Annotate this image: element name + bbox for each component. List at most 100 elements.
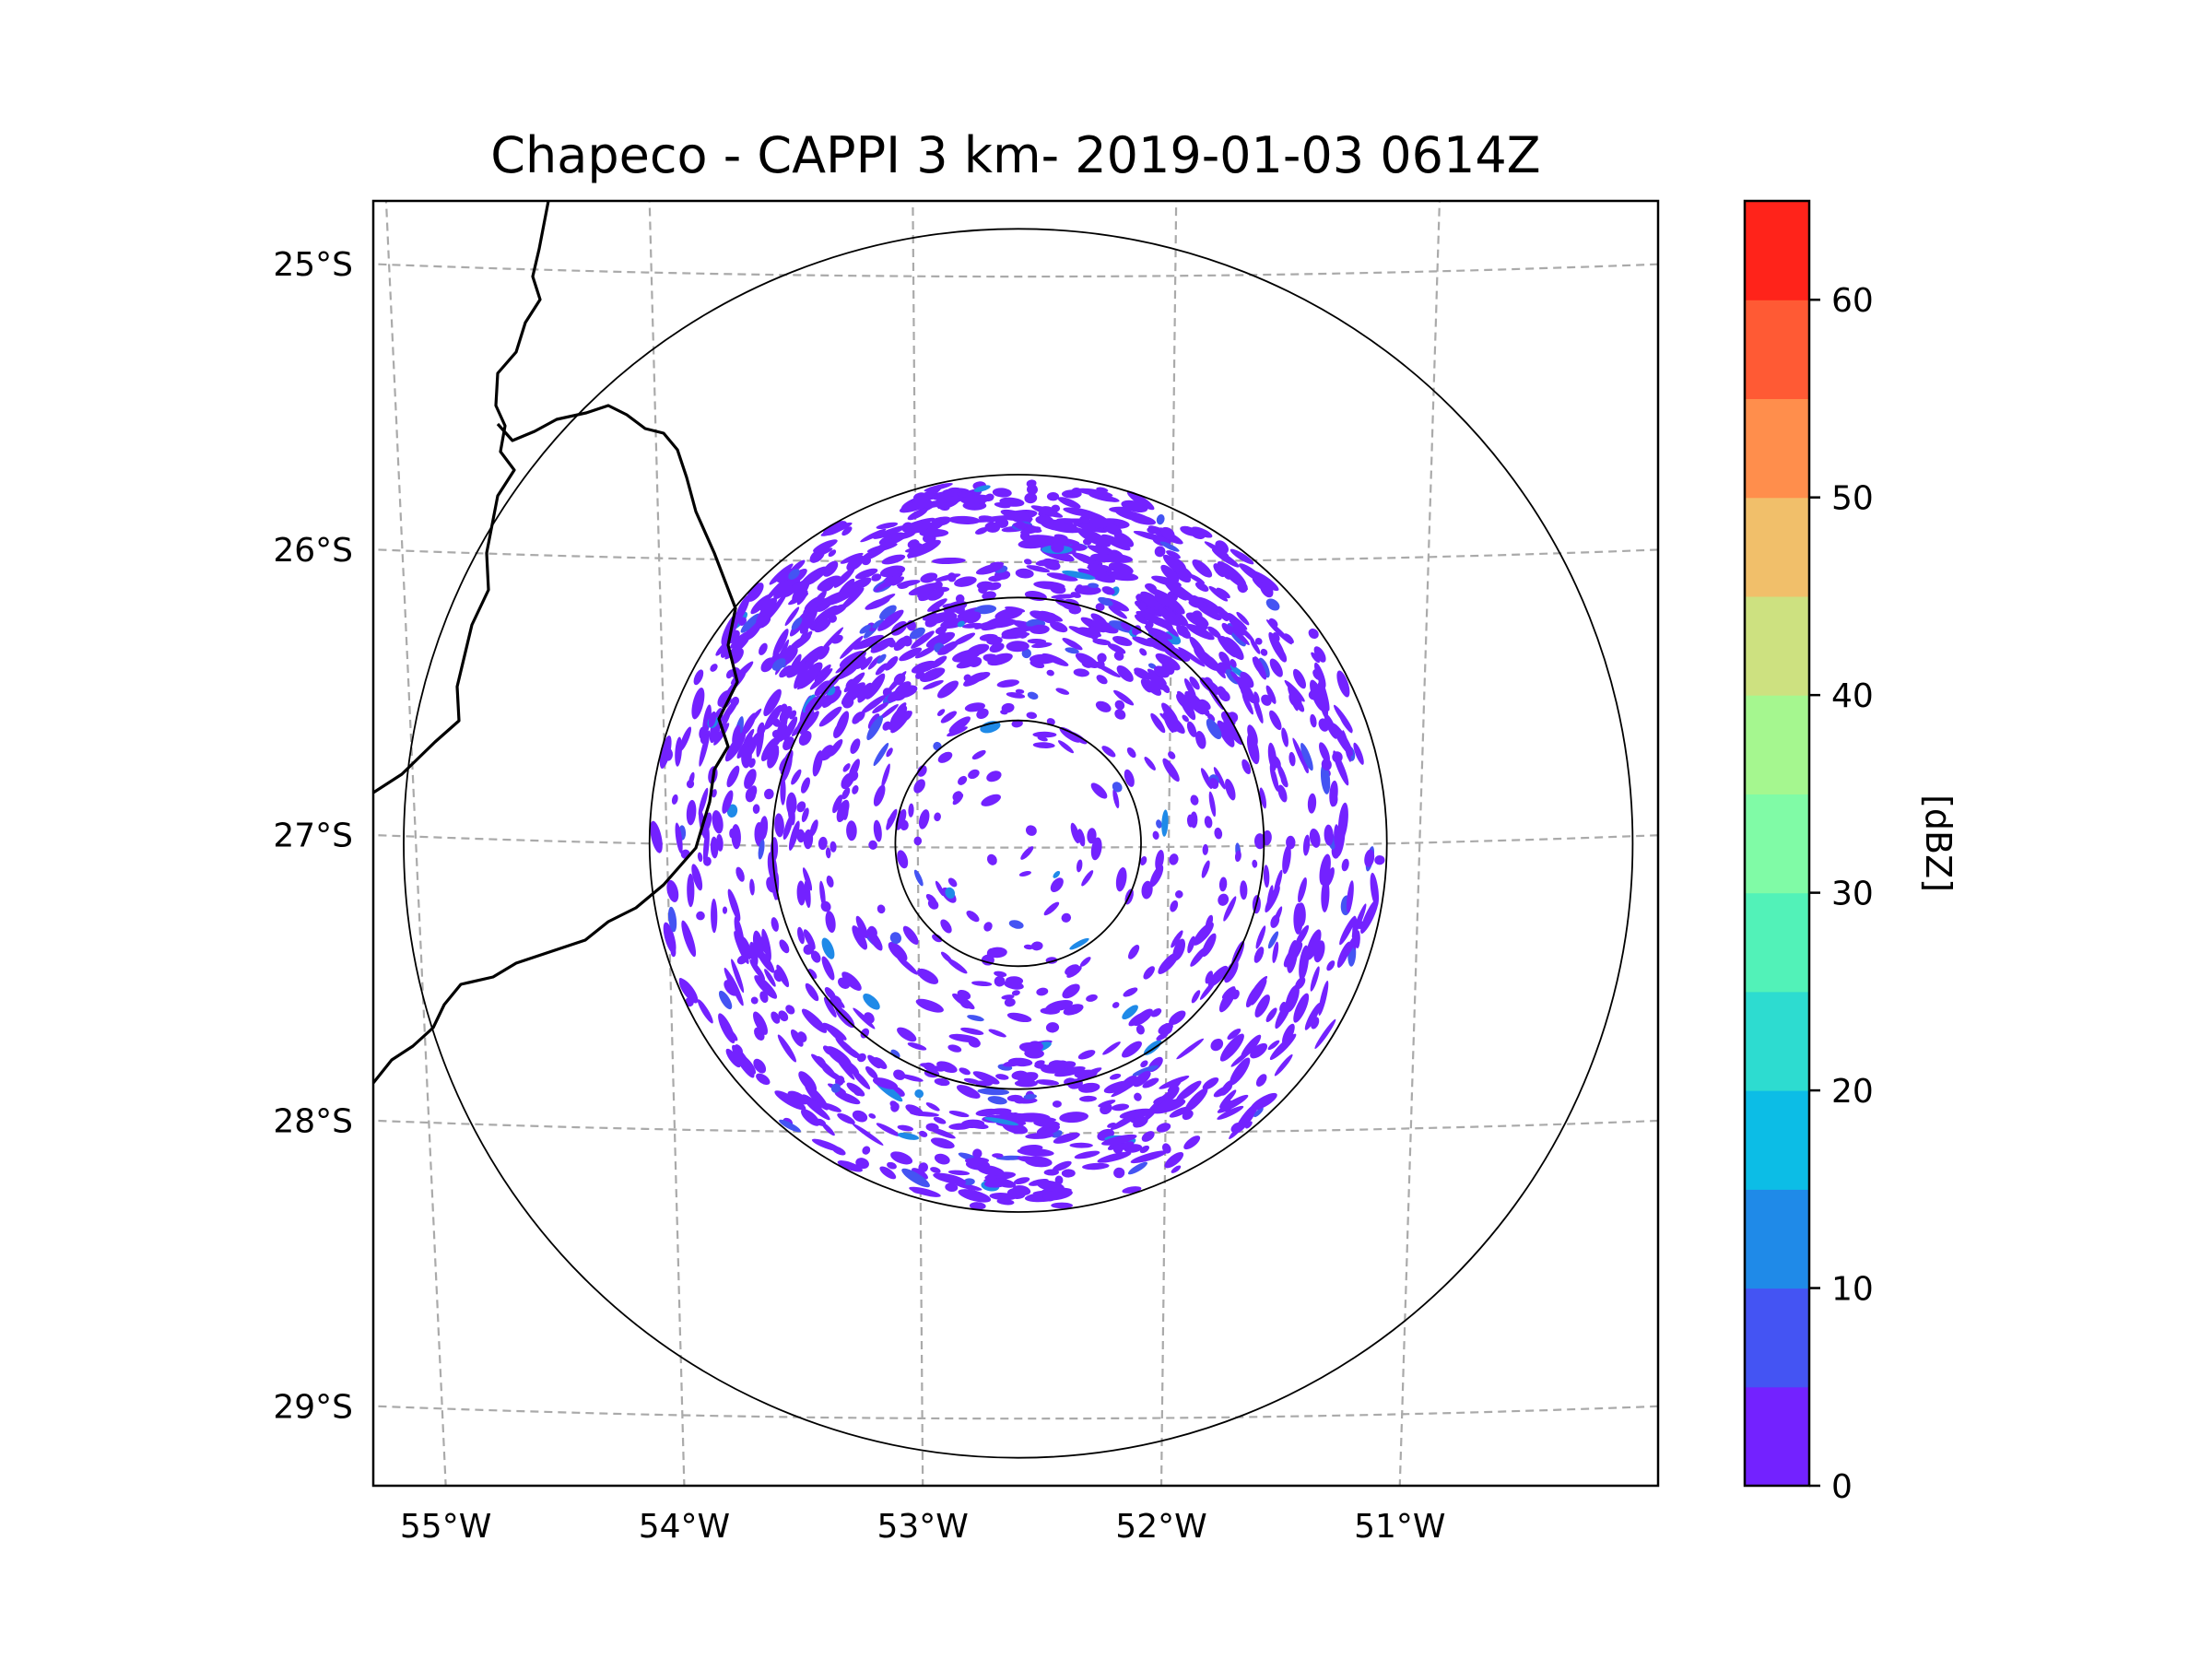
echo-cell <box>1150 1099 1186 1114</box>
echo-cell <box>924 1062 935 1071</box>
echo-cell <box>873 819 882 842</box>
echo-cell <box>1010 608 1023 615</box>
echo-cell <box>886 747 893 758</box>
echo-cell <box>1101 1134 1137 1146</box>
echo-cell <box>925 1102 940 1112</box>
echo-cell <box>1069 937 1089 950</box>
echo-cell <box>1205 914 1214 930</box>
echo-cell <box>888 941 908 962</box>
echo-cell <box>1035 1079 1060 1086</box>
echo-cell <box>852 1123 884 1146</box>
echo-cell <box>726 804 738 818</box>
echo-cell <box>1268 631 1287 663</box>
echo-cell <box>1112 1002 1120 1008</box>
echo-cell <box>986 853 997 865</box>
echo-cell <box>1112 782 1123 793</box>
echo-cell <box>994 975 1006 987</box>
echo-cell <box>1098 596 1113 606</box>
colorbar-bin <box>1745 300 1809 399</box>
echo-cell <box>866 715 884 741</box>
echo-cell <box>872 701 888 714</box>
x-axis: 55°W 54°W 53°W 52°W 51°W <box>400 1508 1446 1546</box>
echo-cell <box>1185 623 1215 641</box>
border-line <box>373 404 739 1084</box>
echo-cell <box>1192 594 1204 606</box>
x-tick-label: 54°W <box>639 1508 730 1546</box>
echo-cell <box>1217 560 1247 587</box>
echo-cell <box>780 776 786 806</box>
echo-cell <box>1096 675 1108 685</box>
echo-cell <box>671 794 678 805</box>
echo-cell <box>760 737 778 761</box>
echo-cell <box>1211 548 1240 568</box>
echo-cell <box>1261 694 1272 706</box>
echo-cell <box>1137 602 1147 611</box>
echo-cell <box>691 688 705 720</box>
echo-cell <box>1265 598 1280 611</box>
echo-cell <box>817 645 830 660</box>
echo-cell <box>924 617 936 625</box>
echo-cell <box>1111 1080 1138 1098</box>
gridline-lat <box>373 833 1658 849</box>
echo-cell <box>917 765 927 777</box>
echo-cell <box>1061 912 1072 923</box>
echo-cell <box>1055 688 1070 695</box>
echo-cell <box>1246 733 1260 765</box>
echo-cell <box>1028 1041 1044 1052</box>
echo-cell <box>1017 629 1028 639</box>
echo-cell <box>974 605 997 615</box>
echo-cell <box>1178 647 1206 667</box>
echo-cell <box>782 814 794 841</box>
echo-cell <box>1008 920 1024 929</box>
echo-cell <box>798 1071 818 1092</box>
echo-cell <box>956 659 977 669</box>
echo-cell <box>742 712 757 735</box>
echo-cell <box>1162 1086 1180 1104</box>
echo-cell <box>724 731 747 762</box>
echo-cell <box>1133 1070 1151 1088</box>
echo-cell <box>1326 960 1335 971</box>
echo-cell <box>994 502 1011 509</box>
echo-cell <box>963 672 986 687</box>
echo-cell <box>727 888 741 922</box>
colorbar-tick-label: 0 <box>1831 1468 1853 1506</box>
echo-cell <box>1240 880 1248 900</box>
echo-cell <box>976 581 995 591</box>
echo-cell <box>1374 854 1385 865</box>
echo-cell <box>853 1007 876 1030</box>
echo-cell <box>841 787 851 800</box>
echo-cell <box>1135 1024 1145 1035</box>
echo-cell <box>750 996 759 1005</box>
echo-cell <box>957 620 965 628</box>
echo-cell <box>1166 550 1181 559</box>
echo-cell <box>1050 877 1064 892</box>
echo-cell <box>976 708 989 719</box>
echo-cell <box>1090 837 1102 861</box>
echo-cell <box>996 679 1019 688</box>
echo-cell <box>1057 497 1081 509</box>
echo-cell <box>666 879 679 902</box>
echo-cell <box>837 1112 855 1124</box>
echo-cell <box>757 722 765 735</box>
echo-cell <box>1112 636 1133 646</box>
echo-cell <box>774 813 784 838</box>
echo-cell <box>687 873 695 908</box>
echo-cell <box>877 609 904 631</box>
border-line <box>373 201 550 794</box>
echo-cell <box>723 1026 732 1040</box>
echo-cell <box>884 656 899 671</box>
echo-cell <box>1077 528 1111 547</box>
echo-cell <box>1045 1000 1074 1012</box>
echo-cell <box>1048 1060 1067 1073</box>
echo-cell <box>798 731 812 746</box>
echo-cell <box>1124 769 1135 787</box>
echo-cell <box>818 836 828 851</box>
echo-cell <box>895 808 907 830</box>
echo-cell <box>815 597 833 612</box>
echo-cell <box>811 547 833 558</box>
echo-cell <box>833 995 845 1008</box>
echo-cell <box>1164 1152 1184 1169</box>
echo-cell <box>1319 742 1330 763</box>
echo-cell <box>1081 870 1094 887</box>
echo-cell <box>908 803 914 818</box>
